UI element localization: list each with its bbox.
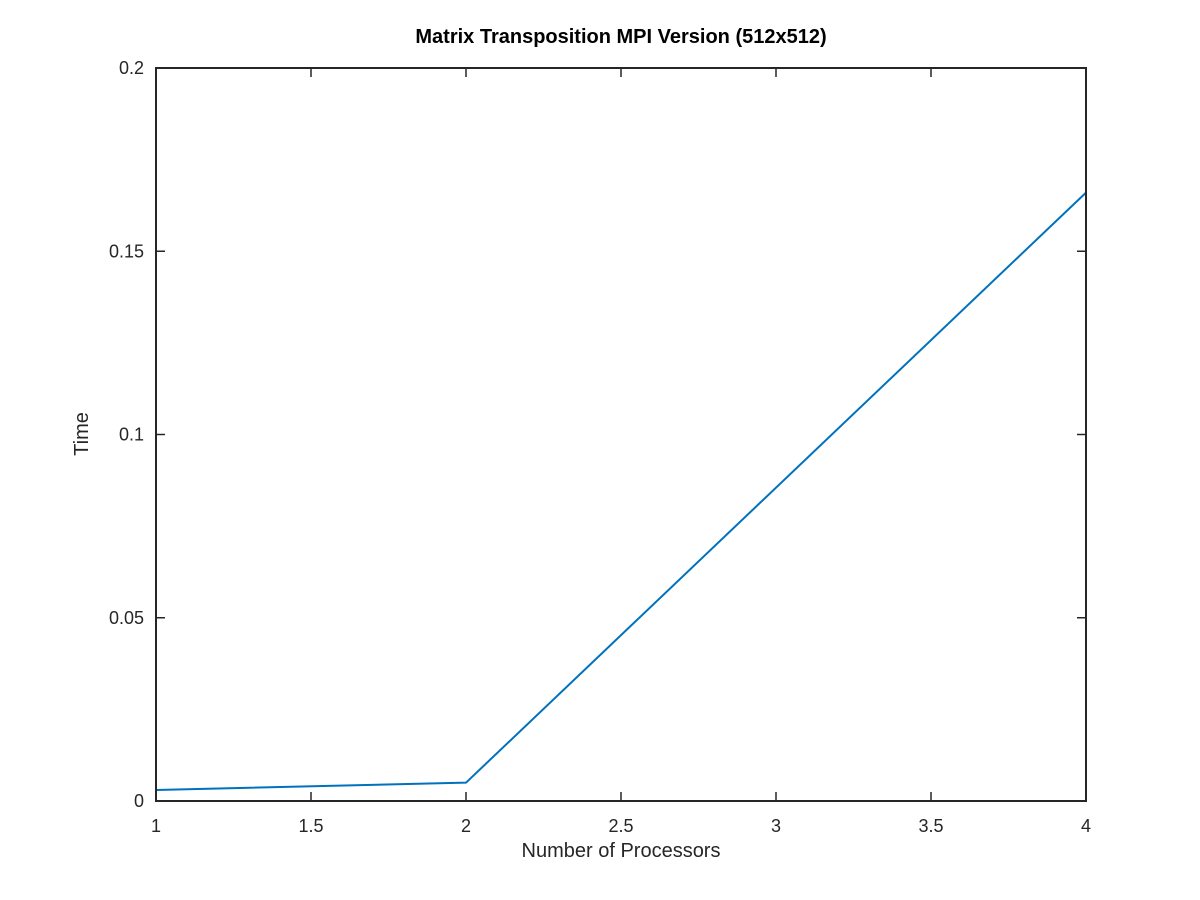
x-tick-label: 2 <box>461 816 471 836</box>
y-tick-label: 0.15 <box>109 241 144 261</box>
y-axis-label: Time <box>71 412 93 456</box>
axes-frame <box>155 67 1087 802</box>
plot-area <box>155 67 1087 802</box>
x-tick-labels: 1 1.5 2 2.5 3 3.5 4 <box>151 816 1091 836</box>
y-tick-label: 0 <box>134 791 144 811</box>
y-tick-label: 0.1 <box>119 425 144 445</box>
x-tick-label: 1 <box>151 816 161 836</box>
x-tick-label: 3.5 <box>918 816 943 836</box>
y-tick-labels: 0 0.05 0.1 0.15 0.2 <box>109 58 144 811</box>
x-axis-label: Number of Processors <box>522 840 721 862</box>
x-tick-label: 2.5 <box>608 816 633 836</box>
chart-title: Matrix Transposition MPI Version (512x51… <box>415 26 826 48</box>
x-tick-label: 4 <box>1081 816 1091 836</box>
x-tick-label: 1.5 <box>298 816 323 836</box>
x-tick-label: 3 <box>771 816 781 836</box>
y-tick-label: 0.05 <box>109 608 144 628</box>
series-line-0 <box>155 191 1087 791</box>
series-layer <box>155 191 1087 791</box>
axes-background <box>156 68 1086 801</box>
y-tick-label: 0.2 <box>119 58 144 78</box>
